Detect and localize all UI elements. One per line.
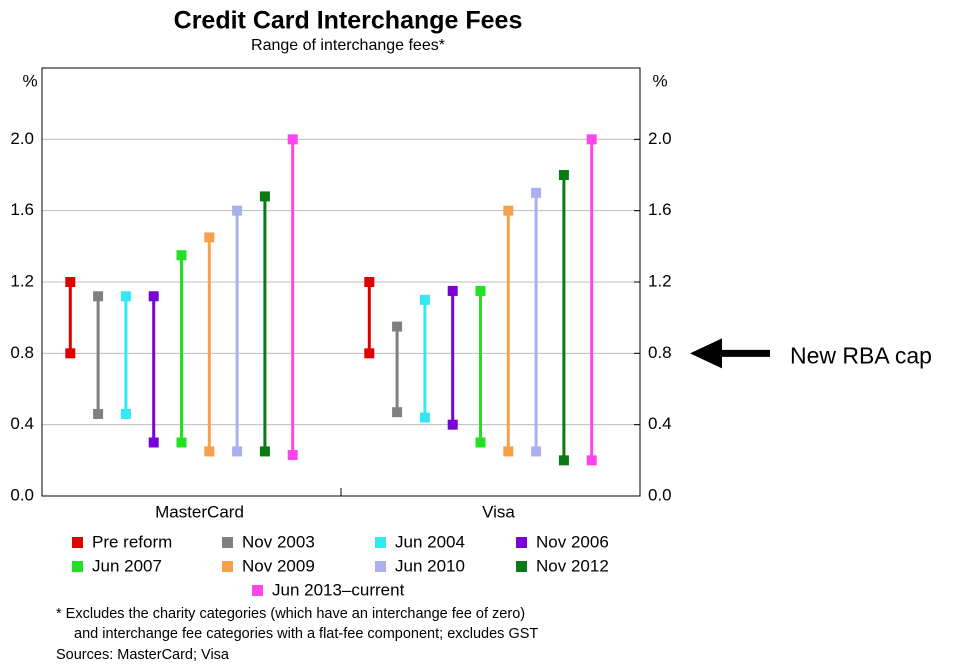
range-low xyxy=(120,408,131,419)
range-low xyxy=(259,446,270,457)
sources: Sources: MasterCard; Visa xyxy=(56,647,230,663)
range-high xyxy=(419,294,430,305)
legend-label: Jun 2004 xyxy=(395,532,465,551)
range-high xyxy=(176,250,187,261)
footnote: * Excludes the charity categories (which… xyxy=(56,606,525,622)
x-tick-label: MasterCard xyxy=(155,502,244,521)
range-high xyxy=(232,205,243,216)
annotation-arrow-head xyxy=(690,338,722,369)
y2-tick-label: 0.8 xyxy=(648,343,672,362)
range-high xyxy=(392,321,403,332)
range-high xyxy=(531,187,542,198)
range-low xyxy=(586,455,597,466)
legend-swatch xyxy=(375,561,386,572)
y2-tick-label: 0.0 xyxy=(648,485,672,504)
range-high xyxy=(475,285,486,296)
range-low xyxy=(364,348,375,359)
range-high xyxy=(503,205,514,216)
chart-title: Credit Card Interchange Fees xyxy=(174,7,523,35)
range-high xyxy=(364,277,375,287)
legend-label: Jun 2007 xyxy=(92,556,162,575)
range-low xyxy=(176,437,187,448)
y-tick-label: 0.4 xyxy=(10,414,34,433)
y-tick-label: 1.2 xyxy=(10,271,34,290)
annotation: New RBA cap xyxy=(790,342,932,368)
range-low xyxy=(148,437,159,448)
range-low xyxy=(503,446,514,457)
range-high xyxy=(259,191,270,202)
range-high xyxy=(148,291,159,302)
range-high xyxy=(65,277,76,287)
range-high xyxy=(204,232,215,243)
y2-tick-label: 1.2 xyxy=(648,271,672,290)
legend-swatch xyxy=(222,537,233,548)
y-tick-label: 1.6 xyxy=(10,200,34,219)
range-low xyxy=(447,419,458,430)
range-high xyxy=(586,134,597,145)
range-high xyxy=(93,291,104,302)
y2-tick-label: 2.0 xyxy=(648,129,672,148)
footnote: and interchange fee categories with a fl… xyxy=(74,626,538,642)
range-low xyxy=(204,446,215,457)
legend-swatch xyxy=(252,585,263,596)
legend-label: Nov 2006 xyxy=(536,532,609,551)
range-low xyxy=(531,446,542,457)
range-low xyxy=(232,446,243,457)
range-low xyxy=(93,408,104,419)
x-tick-label: Visa xyxy=(482,502,515,521)
legend-swatch xyxy=(516,561,527,572)
range-high xyxy=(447,285,458,296)
y2-unit: % xyxy=(652,71,667,90)
range-low xyxy=(558,455,569,466)
legend-label: Nov 2003 xyxy=(242,532,315,551)
legend-label: Nov 2012 xyxy=(536,556,609,575)
legend-swatch xyxy=(72,537,83,548)
y-tick-label: 2.0 xyxy=(10,129,34,148)
range-low xyxy=(65,348,76,359)
legend-label: Jun 2013–current xyxy=(272,580,405,599)
y-tick-label: 0.8 xyxy=(10,343,34,362)
legend-swatch xyxy=(222,561,233,572)
y2-tick-label: 0.4 xyxy=(648,414,672,433)
range-low xyxy=(287,449,298,460)
legend-swatch xyxy=(516,537,527,548)
chart-subtitle: Range of interchange fees* xyxy=(251,37,445,54)
range-low xyxy=(392,407,403,418)
legend-label: Jun 2010 xyxy=(395,556,465,575)
range-low xyxy=(419,412,430,423)
range-high xyxy=(120,291,131,302)
legend-label: Pre reform xyxy=(92,532,172,551)
range-high xyxy=(558,170,569,180)
y-tick-label: 0.0 xyxy=(10,485,34,504)
range-low xyxy=(475,437,486,448)
y-unit: % xyxy=(22,71,37,90)
legend-label: Nov 2009 xyxy=(242,556,315,575)
legend-swatch xyxy=(375,537,386,548)
range-high xyxy=(287,134,298,145)
legend-swatch xyxy=(72,561,83,572)
y2-tick-label: 1.6 xyxy=(648,200,672,219)
